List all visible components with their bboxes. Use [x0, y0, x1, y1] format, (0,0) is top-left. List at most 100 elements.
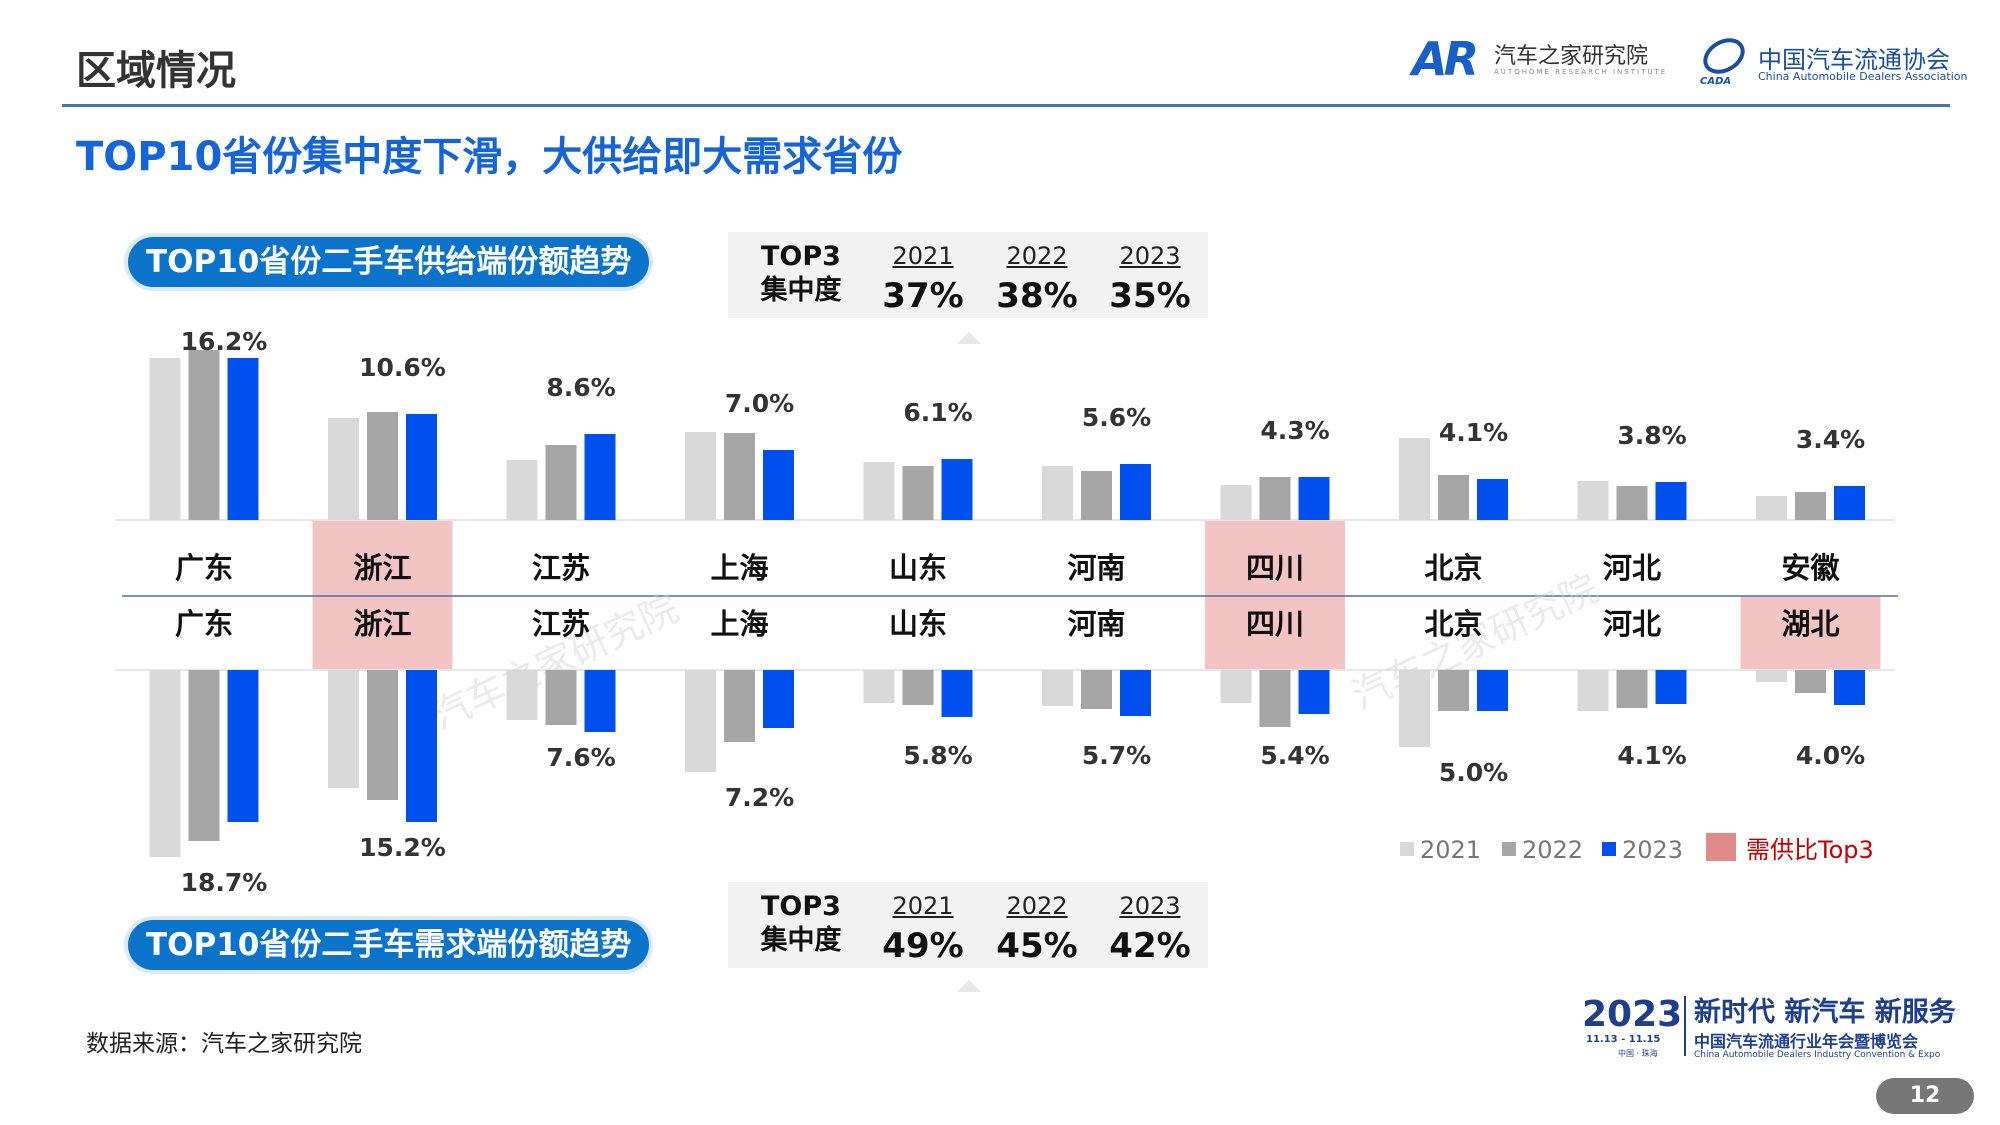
- demand-bar-2023-0: [227, 670, 259, 822]
- demand-highlight-9: [1740, 596, 1881, 670]
- demand-bar-2023-5: [1120, 670, 1151, 716]
- supply-bar-2023-2: [584, 434, 616, 520]
- event-divider: [1684, 996, 1686, 1056]
- demand-section-pill: TOP10省份二手车需求端份额趋势: [128, 920, 650, 970]
- demand-conc-value-2021: 49%: [882, 926, 964, 966]
- demand-conc-value-2022: 45%: [996, 926, 1078, 966]
- demand-category-label-4: 山东: [889, 607, 947, 641]
- page-headline: TOP10省份集中度下滑，大供给即大需求省份: [76, 134, 903, 180]
- supply-data-label-5: 5.6%: [1082, 403, 1151, 432]
- demand-bar-2022-6: [1259, 670, 1291, 727]
- supply-data-label-0: 16.2%: [181, 327, 268, 356]
- supply-data-label-3: 7.0%: [725, 389, 794, 418]
- demand-highlight-1: [312, 596, 453, 670]
- demand-data-label-8: 4.1%: [1617, 741, 1686, 770]
- demand-data-label-5: 5.7%: [1082, 741, 1151, 770]
- demand-bar-2022-8: [1616, 670, 1648, 708]
- autohome-logo-name: 汽车之家研究院: [1494, 44, 1649, 69]
- event-name: 中国汽车流通行业年会暨博览会: [1694, 1032, 1919, 1051]
- demand-data-label-0: 18.7%: [181, 868, 268, 897]
- supply-highlight-1: [312, 520, 453, 596]
- supply-bar-2023-1: [406, 414, 437, 520]
- supply-bar-2022-4: [902, 466, 934, 520]
- cada-emblem-icon: CADA: [1700, 38, 1745, 86]
- supply-bar-2022-7: [1438, 475, 1469, 520]
- demand-bar-2021-2: [506, 670, 538, 720]
- demand-bar-2022-1: [367, 670, 398, 800]
- header-divider: [62, 104, 1950, 107]
- supply-bar-2023-8: [1655, 482, 1687, 520]
- section-title: 区域情况: [76, 48, 236, 94]
- supply-bar-2023-3: [763, 450, 794, 520]
- cada-logo-mark: CADA: [1700, 76, 1731, 86]
- demand-category-label-1: 浙江: [353, 607, 411, 641]
- demand-bar-2022-2: [545, 670, 577, 725]
- legend-swatch-2021: [1400, 842, 1414, 856]
- supply-bar-2021-8: [1577, 481, 1609, 520]
- demand-bar-2022-3: [724, 670, 755, 742]
- autohome-logo-mark: AR: [1412, 32, 1479, 86]
- supply-data-label-6: 4.3%: [1260, 416, 1329, 445]
- demand-data-label-3: 7.2%: [725, 783, 794, 812]
- demand-bar-2021-5: [1042, 670, 1073, 706]
- legend-swatch-2022: [1502, 842, 1516, 856]
- supply-conc-year-2021: 2021: [892, 242, 954, 270]
- supply-bar-2021-4: [863, 462, 895, 520]
- supply-bar-2022-9: [1795, 492, 1826, 520]
- event-year: 2023: [1582, 994, 1683, 1035]
- demand-bar-2021-0: [149, 670, 181, 857]
- supply-bar-2023-5: [1120, 464, 1151, 520]
- supply-conc-year-2022: 2022: [1006, 242, 1068, 270]
- supply-category-label-1: 浙江: [353, 551, 411, 585]
- demand-bar-2023-1: [406, 670, 437, 822]
- supply-category-label-9: 安徽: [1781, 551, 1840, 585]
- supply-bar-2022-3: [724, 433, 755, 520]
- demand-bar-2021-7: [1399, 670, 1430, 747]
- demand-category-label-8: 河北: [1603, 607, 1661, 641]
- supply-category-label-8: 河北: [1603, 551, 1661, 585]
- supply-category-label-2: 江苏: [532, 551, 590, 585]
- demand-bar-2022-7: [1438, 670, 1469, 711]
- event-location: 中国 · 珠海: [1618, 1049, 1658, 1058]
- demand-data-label-7: 5.0%: [1439, 758, 1508, 787]
- event-logo: 2023 11.13 - 11.15 中国 · 珠海 新时代 新汽车 新服务 中…: [1582, 990, 1977, 1062]
- legend-swatch-2023: [1602, 842, 1616, 856]
- demand-category-label-3: 上海: [710, 607, 768, 641]
- supply-bar-2021-3: [685, 432, 716, 520]
- demand-bar-2021-9: [1756, 670, 1787, 682]
- watermark-text: 汽车之家研究院: [1345, 566, 1605, 718]
- demand-bar-2023-2: [584, 670, 616, 732]
- demand-category-label-2: 江苏: [532, 607, 590, 641]
- demand-bar-2023-7: [1477, 670, 1508, 711]
- demand-data-label-6: 5.4%: [1260, 741, 1329, 770]
- supply-bar-2021-5: [1042, 466, 1073, 520]
- supply-bar-2022-1: [367, 412, 398, 520]
- demand-box-pointer: [957, 980, 981, 992]
- legend-label-2022: 2022: [1522, 836, 1583, 864]
- supply-bar-2021-6: [1220, 485, 1252, 520]
- supply-bar-2023-6: [1298, 477, 1330, 520]
- demand-conc-year-2022: 2022: [1006, 892, 1068, 920]
- supply-concentration-label: TOP3 集中度: [760, 241, 842, 306]
- demand-bar-2023-9: [1834, 670, 1865, 705]
- supply-conc-year-2023: 2023: [1119, 242, 1181, 270]
- supply-bar-2022-6: [1259, 477, 1291, 520]
- supply-category-label-5: 河南: [1067, 551, 1125, 585]
- supply-conc-value-2022: 38%: [996, 276, 1078, 316]
- demand-bar-2022-0: [188, 670, 220, 841]
- supply-category-label-4: 山东: [889, 551, 947, 585]
- supply-bar-2021-9: [1756, 496, 1787, 520]
- demand-bar-2023-4: [941, 670, 973, 717]
- demand-data-label-1: 15.2%: [359, 833, 446, 862]
- demand-category-label-7: 北京: [1424, 607, 1482, 641]
- autohome-logo: AR 汽车之家研究院 AUTOHOME RESEARCH INSTITUTE: [1412, 32, 1665, 86]
- demand-data-label-2: 7.6%: [546, 743, 615, 772]
- supply-data-label-9: 3.4%: [1796, 425, 1865, 454]
- event-date: 11.13 - 11.15: [1586, 1034, 1661, 1045]
- cada-logo-name: 中国汽车流通协会: [1758, 46, 1950, 74]
- supply-concentration-box: TOP3 集中度 2021 2022 2023 37% 38% 35%: [728, 232, 1208, 318]
- demand-data-label-9: 4.0%: [1796, 741, 1865, 770]
- supply-category-label-0: 广东: [175, 551, 233, 585]
- supply-bar-2021-1: [328, 418, 359, 520]
- autohome-logo-subtitle: AUTOHOME RESEARCH INSTITUTE: [1494, 68, 1668, 76]
